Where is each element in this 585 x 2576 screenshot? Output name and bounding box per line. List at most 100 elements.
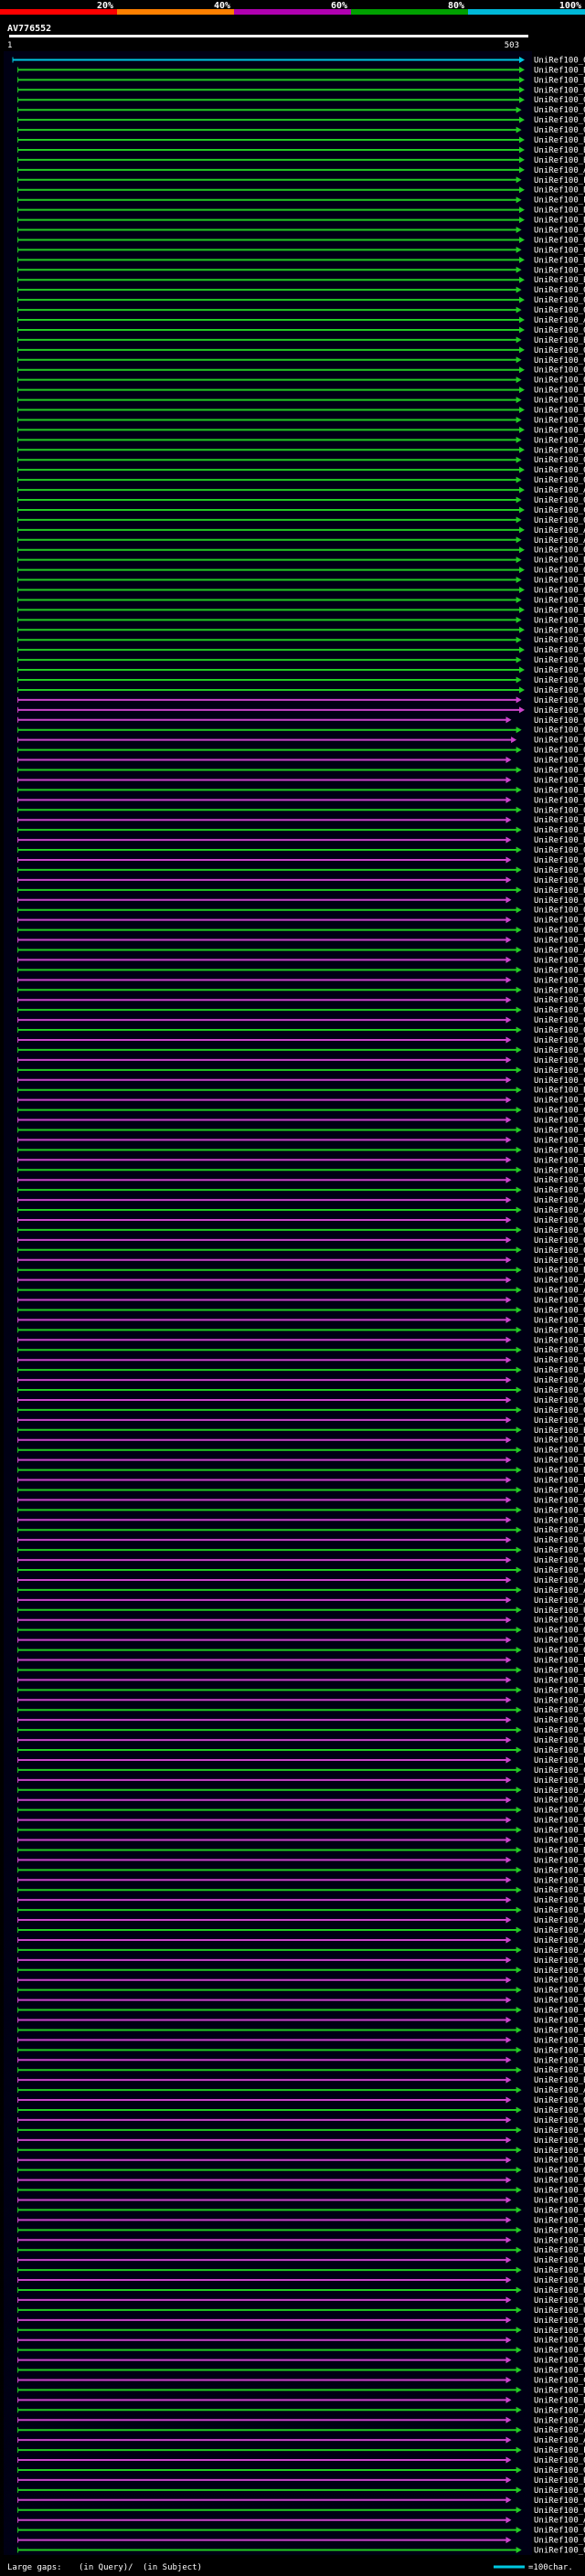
hit-label-215: UniRef100_Q0SZB9 [534,2196,585,2205]
hit-arrow-143 [505,1477,512,1484]
hit-label-77: UniRef100_B9RLW4 [534,816,585,825]
hit-arrow-39 [516,436,522,443]
hit-arrow-120 [516,1246,522,1254]
hit-arrow-164 [516,1686,522,1693]
hit-label-12: UniRef100_A9PGZ5 [534,166,585,175]
hit-label-19: UniRef100_Q5W514 [534,236,585,245]
hit-arrow-85 [505,896,512,904]
hit-label-68: UniRef100_Q84U93 [534,726,585,736]
score-scale: 20% 40% 60% 80% 100% [0,1,585,15]
hit-arrow-50 [519,546,525,554]
hit-arrow-31 [516,356,522,364]
hit-label-107: UniRef100_Q4U5S5 [534,1117,585,1126]
hit-label-105: UniRef100_C6ESG5 [534,1097,585,1106]
hit-label-157: UniRef100_Q0DMG8 [534,1617,585,1626]
hit-arrow-210 [516,2147,522,2154]
hit-arrow-12 [519,166,525,174]
hit-label-238: UniRef100_A3C7X1 [534,2426,585,2435]
hit-label-29: UniRef100_B9VSS0 [534,336,585,345]
hit-label-119: UniRef100_Q5U1H9 [534,1236,585,1246]
hit-arrow-204 [516,2086,522,2094]
hit-label-243: UniRef100_B4F619 [534,2476,585,2486]
hit-arrow-208 [516,2126,522,2134]
hit-label-169: UniRef100_B9RRY2 [534,1736,585,1745]
hit-label-198: UniRef100_C4J8E4 [534,2026,585,2035]
hit-label-118: UniRef100_Q7SSV1 [534,1226,585,1235]
hit-label-131: UniRef100_C5X1Y2 [534,1356,585,1365]
hit-label-108: UniRef100_C9WF09 [534,1126,585,1135]
hit-label-222: UniRef100_B9GYQ4 [534,2266,585,2275]
hit-label-89: UniRef100_C6T5V4 [534,937,585,946]
hit-label-28: UniRef100_Q43032 [534,326,585,335]
hit-arrow-21 [519,256,525,263]
hit-label-134: UniRef100_Q2Z4F3 [534,1386,585,1395]
hit-arrow-175 [505,1797,512,1804]
hit-label-26: UniRef100_Q9FQF2 [534,306,585,315]
hit-label-30: UniRef100_Q40MZ0 [534,346,585,355]
hit-arrow-46 [519,506,525,514]
hit-label-167: UniRef100_Q0IT13 [534,1716,585,1725]
hit-label-103: UniRef100_C6ESH1 [534,1076,585,1086]
hit-arrow-139 [505,1436,512,1444]
hit-arrow-121 [505,1256,512,1264]
hit-arrow-134 [516,1386,522,1394]
footer-scale-label: =100char. [528,2563,573,2572]
query-start-label: 1 [7,41,12,50]
hit-arrow-79 [505,836,512,843]
hit-arrow-189 [505,1936,512,1944]
hit-label-76: UniRef100_Q24081 [534,806,585,815]
hit-label-55: UniRef100_Q04710 [534,596,585,605]
hit-label-125: UniRef100_Q8S781 [534,1297,585,1306]
hit-arrow-51 [516,557,522,564]
hit-arrow-16 [519,207,525,214]
hit-label-203: UniRef100_B4G134 [534,2076,585,2085]
hit-arrow-73 [505,776,512,783]
hit-label-60: UniRef100_Q513E8 [534,646,585,655]
hit-label-88: UniRef100_Q18P80 [534,927,585,936]
hit-arrow-13 [516,176,522,184]
hit-label-155: UniRef100_A2D4C1 [534,1596,585,1606]
hit-label-213: UniRef100_Q6RFK6 [534,2177,585,2186]
hit-label-178: UniRef100_B6T524 [534,1827,585,1836]
hit-arrow-115 [505,1196,512,1203]
hit-label-2: UniRef100_B2C335 [534,66,585,75]
hit-arrow-247 [505,2517,512,2524]
hit-label-27: UniRef100_A7Q7T7 [534,316,585,325]
hit-arrow-229 [505,2337,512,2344]
hit-label-159: UniRef100_Q7XMB1 [534,1637,585,1646]
hit-arrow-174 [516,1786,522,1794]
hit-arrow-35 [516,397,522,404]
hit-arrow-64 [519,686,525,694]
hit-arrow-209 [505,2136,512,2144]
hit-label-37: UniRef100_Q0J4T2 [534,416,585,425]
hit-label-36: UniRef100_UPI000... [534,407,585,416]
hit-label-92: UniRef100_Q08176 [534,966,585,975]
scale-segment-2 [117,9,234,15]
hit-arrow-80 [516,846,522,853]
hit-arrow-57 [516,616,522,623]
hit-label-239: UniRef100_A2WM35 [534,2436,585,2445]
hit-arrow-25 [519,296,525,303]
hit-label-106: UniRef100_C6THF9 [534,1107,585,1116]
hit-arrow-103 [505,1076,512,1084]
hit-arrow-148 [516,1526,522,1533]
hit-arrow-95 [505,996,512,1003]
hit-label-250: UniRef100_Q9XFL4 [534,2547,585,2556]
hit-arrow-202 [516,2066,522,2073]
hit-arrow-135 [505,1396,512,1404]
hit-label-231: UniRef100_Q2RB65 [534,2357,585,2366]
hit-arrow-93 [505,976,512,983]
hit-arrow-147 [505,1516,512,1523]
hit-arrow-219 [505,2236,512,2243]
hit-label-100: UniRef100_Q22443 [534,1046,585,1055]
hit-arrow-40 [519,446,525,453]
hit-label-240: UniRef100_P59120 [534,2446,585,2455]
hit-label-47: UniRef100_Q9FY36 [534,516,585,525]
hit-label-223: UniRef100_B9GLM1 [534,2276,585,2285]
hit-arrow-193 [505,1977,512,1984]
hit-arrow-124 [516,1287,522,1294]
hit-arrow-48 [519,526,525,534]
hit-label-79: UniRef100_B9GLK8 [534,836,585,845]
hit-label-69: UniRef100_Q8GZS1 [534,737,585,746]
